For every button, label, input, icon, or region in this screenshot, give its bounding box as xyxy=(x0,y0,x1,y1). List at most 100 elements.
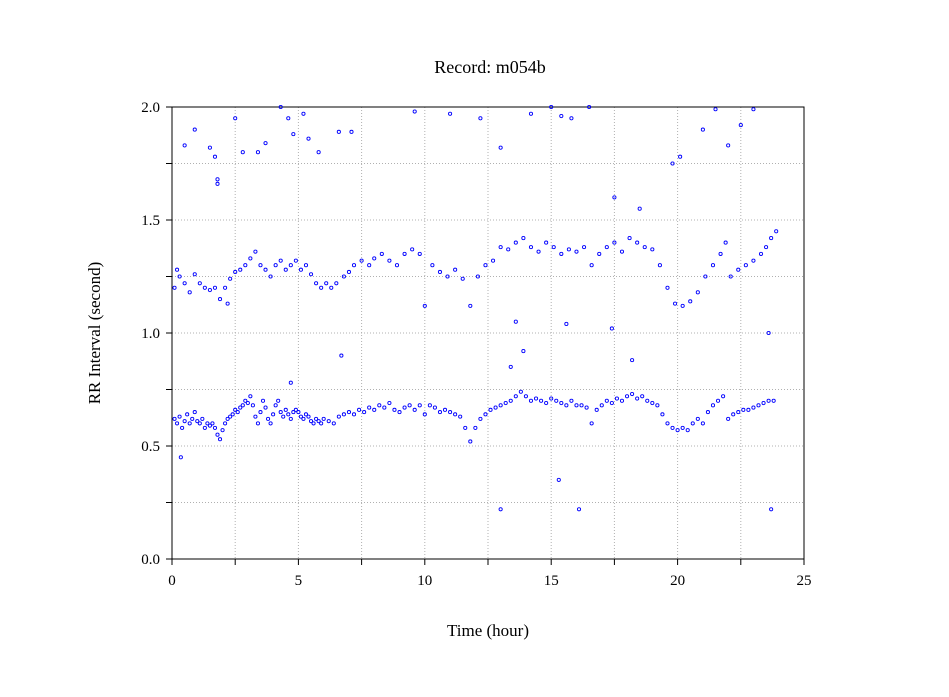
data-point xyxy=(635,240,640,245)
data-point xyxy=(657,263,662,268)
data-point xyxy=(215,177,220,182)
data-point xyxy=(491,258,496,263)
data-point xyxy=(266,416,271,421)
data-point xyxy=(566,247,571,252)
data-point xyxy=(569,398,574,403)
data-point xyxy=(521,236,526,241)
data-point xyxy=(726,143,731,148)
data-point xyxy=(574,249,579,254)
data-point xyxy=(673,301,678,306)
y-tick-labels: 0.0 0.5 1.0 1.5 2.0 xyxy=(141,100,160,568)
data-point xyxy=(235,410,240,415)
data-point xyxy=(288,416,293,421)
data-point xyxy=(528,245,534,250)
x-tick-label: 0 xyxy=(168,573,176,589)
data-point xyxy=(736,267,741,272)
data-point xyxy=(726,416,731,421)
data-point xyxy=(268,274,273,279)
data-point xyxy=(498,403,503,408)
data-point xyxy=(273,263,278,268)
data-point xyxy=(624,394,630,399)
data-point xyxy=(508,398,513,403)
data-point xyxy=(306,414,311,419)
data-point xyxy=(253,249,258,254)
data-point xyxy=(599,403,604,408)
data-point xyxy=(723,240,728,245)
data-point xyxy=(192,127,197,132)
data-point xyxy=(217,437,223,442)
data-point xyxy=(478,116,483,121)
data-point xyxy=(288,263,293,268)
data-point xyxy=(223,285,228,290)
data-point xyxy=(228,414,233,419)
data-point xyxy=(197,281,202,286)
data-point xyxy=(614,396,619,401)
data-point xyxy=(321,416,326,421)
data-point xyxy=(564,403,569,408)
y-tick-label: 1.5 xyxy=(141,213,160,229)
data-point xyxy=(721,394,726,399)
data-point xyxy=(680,425,685,430)
data-point xyxy=(195,419,200,424)
data-point xyxy=(210,421,215,426)
x-tick-label: 15 xyxy=(544,573,559,589)
data-point xyxy=(736,410,741,415)
data-point xyxy=(291,410,296,415)
data-point xyxy=(319,421,324,426)
data-point xyxy=(185,412,190,417)
data-point xyxy=(448,410,453,415)
data-point xyxy=(250,403,255,408)
data-point xyxy=(180,425,185,430)
data-point xyxy=(303,263,309,268)
data-point xyxy=(700,127,705,132)
data-point xyxy=(460,276,465,281)
data-point xyxy=(559,401,564,406)
data-point xyxy=(394,263,400,268)
data-point xyxy=(422,303,427,308)
data-point xyxy=(268,421,273,426)
data-point xyxy=(238,267,243,272)
axis-ticks xyxy=(166,106,805,565)
data-point xyxy=(612,195,617,200)
data-point xyxy=(202,285,207,290)
data-point xyxy=(533,396,539,401)
y-axis-label: RR Interval (second) xyxy=(85,262,104,405)
data-point xyxy=(223,421,228,426)
data-point xyxy=(513,319,518,324)
data-point xyxy=(339,353,344,358)
data-point xyxy=(448,111,453,116)
data-point xyxy=(769,236,774,241)
data-point xyxy=(758,251,764,256)
data-point xyxy=(718,251,723,256)
data-point xyxy=(233,269,238,275)
data-point xyxy=(442,407,448,412)
data-point xyxy=(771,398,776,403)
data-point xyxy=(513,394,518,399)
data-point xyxy=(278,410,283,415)
data-point xyxy=(336,414,341,419)
data-point xyxy=(743,263,748,268)
data-point xyxy=(528,111,534,116)
data-point xyxy=(549,396,554,401)
data-point xyxy=(597,251,602,256)
data-point xyxy=(329,285,334,290)
data-point xyxy=(705,410,710,415)
data-point xyxy=(349,129,354,134)
data-point xyxy=(769,507,774,512)
data-point xyxy=(508,364,513,369)
data-point xyxy=(523,394,528,399)
data-point xyxy=(700,421,705,426)
data-point xyxy=(228,276,233,281)
y-tick-label: 0.5 xyxy=(141,439,160,455)
data-point xyxy=(678,154,683,159)
data-point xyxy=(498,145,503,150)
data-point xyxy=(326,419,331,424)
data-point xyxy=(412,109,417,114)
data-point xyxy=(402,405,407,410)
data-point xyxy=(556,477,561,482)
data-point xyxy=(488,407,493,412)
data-point xyxy=(521,349,526,354)
x-tick-labels: 0 5 10 15 20 25 xyxy=(168,573,811,589)
data-point xyxy=(594,407,599,412)
data-point xyxy=(233,407,238,412)
